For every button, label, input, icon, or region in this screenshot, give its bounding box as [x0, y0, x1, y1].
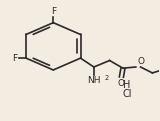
Text: O: O [137, 57, 144, 66]
Text: NH: NH [87, 76, 101, 85]
Text: 2: 2 [104, 75, 108, 81]
Text: F: F [51, 7, 56, 16]
Text: Cl: Cl [122, 89, 132, 99]
Text: F: F [12, 54, 17, 63]
Text: O: O [118, 79, 125, 88]
Text: H: H [124, 80, 131, 90]
